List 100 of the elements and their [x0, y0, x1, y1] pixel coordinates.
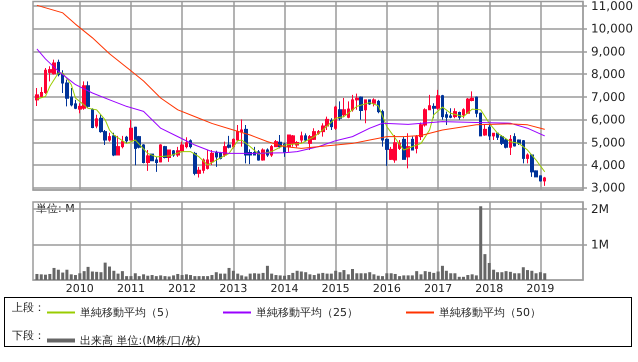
bar [458, 276, 461, 280]
x-tick-label: 2012 [168, 282, 196, 295]
bar [330, 274, 333, 280]
bar [402, 275, 406, 280]
bar [52, 268, 56, 280]
bar [424, 271, 427, 280]
x-tick-label: 2015 [322, 282, 350, 295]
bar [312, 275, 316, 280]
bar [394, 274, 397, 280]
candlestick [91, 108, 94, 129]
bar [146, 276, 150, 280]
bar [496, 272, 500, 280]
candlestick [411, 136, 414, 151]
bar [360, 273, 363, 280]
candlestick [355, 93, 359, 110]
bar [500, 272, 504, 280]
bar [116, 274, 120, 280]
candlestick [338, 100, 342, 121]
legend-label: 単純移動平均（25） [256, 306, 358, 319]
candlestick [393, 134, 397, 164]
bar [184, 274, 188, 280]
x-tick-label: 2011 [116, 282, 145, 295]
candlestick [108, 132, 111, 142]
bar [479, 206, 482, 280]
bar [134, 273, 137, 280]
candlestick [342, 98, 346, 118]
x-tick-label: 2016 [372, 282, 401, 295]
legend-label: 単純移動平均（5） [80, 306, 175, 319]
bar [470, 274, 474, 280]
candlestick [35, 88, 39, 106]
bar [95, 272, 98, 280]
bar [248, 274, 252, 280]
text: 上段： [12, 301, 45, 314]
bar [522, 267, 525, 280]
bar [240, 275, 244, 280]
bar [198, 276, 201, 280]
bar [168, 276, 171, 280]
bar [180, 275, 184, 280]
y-tick-label: 8,000 [591, 67, 626, 82]
bar [308, 274, 312, 280]
bar [334, 270, 338, 280]
bar [274, 275, 278, 280]
candlestick [364, 99, 367, 124]
bar [56, 270, 60, 280]
candlestick [287, 134, 291, 152]
bar [440, 266, 444, 280]
bar [296, 270, 299, 280]
bar [513, 273, 516, 280]
y-tick-label: 5,000 [591, 135, 626, 150]
legend-label: 出来高 単位:(M株/口/枚) [80, 334, 201, 347]
candlestick [300, 131, 303, 144]
bar [432, 272, 436, 280]
bar [104, 262, 107, 280]
line-series [36, 48, 546, 154]
bar [376, 276, 380, 280]
candlestick [500, 134, 504, 146]
x-tick-label: 2018 [475, 282, 504, 295]
candlestick [488, 124, 491, 141]
bar [326, 274, 329, 280]
bar [82, 271, 86, 280]
bar [189, 275, 192, 280]
candlestick [134, 126, 137, 166]
y-tick-label: 2M [591, 202, 609, 216]
candlestick [163, 145, 167, 159]
candlestick [406, 132, 410, 169]
candlestick [483, 124, 487, 136]
bar [150, 275, 154, 280]
bar [321, 272, 324, 280]
candlestick [359, 96, 363, 120]
bar [112, 270, 116, 280]
candlestick [436, 89, 440, 110]
bar [206, 276, 210, 280]
candlestick [492, 132, 495, 141]
y-tick-label: 4,000 [591, 158, 626, 172]
candlestick [304, 132, 307, 142]
candlestick [372, 98, 376, 107]
bar [300, 271, 303, 280]
candlestick [146, 150, 150, 172]
candlestick [193, 151, 197, 176]
bar [406, 275, 410, 280]
candlestick [95, 114, 98, 129]
bar [202, 276, 205, 280]
bar [385, 273, 388, 280]
bar [257, 274, 260, 280]
y-tick-label: 1M [591, 238, 609, 252]
y-tick-label: 9,000 [591, 44, 626, 58]
bar [90, 271, 94, 280]
legend-label: 単純移動平均（50） [438, 306, 541, 319]
bar [278, 275, 282, 280]
line-series [36, 72, 546, 172]
candlestick [530, 154, 534, 178]
bar [304, 272, 308, 280]
candlestick [509, 134, 512, 156]
bar [154, 276, 158, 280]
bar [508, 272, 512, 280]
candlestick [402, 136, 406, 160]
x-tick-label: 2010 [66, 282, 94, 295]
y-tick-label: 3,000 [591, 180, 626, 195]
bar [543, 273, 546, 280]
candlestick [125, 135, 128, 144]
